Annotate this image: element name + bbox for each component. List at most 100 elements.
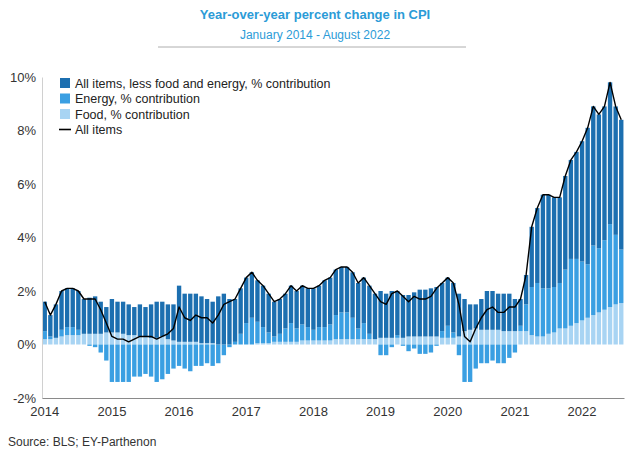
bar: [412, 345, 416, 349]
x-tick-label: 2016: [165, 404, 194, 419]
bar: [507, 331, 511, 344]
bar: [401, 295, 405, 338]
bar: [278, 334, 282, 342]
bar: [552, 287, 556, 332]
bar: [619, 303, 623, 344]
bar: [412, 292, 416, 336]
bar: [395, 335, 399, 338]
bar: [507, 345, 511, 358]
bar: [266, 332, 270, 343]
bar: [311, 340, 315, 344]
bar: [76, 335, 80, 344]
bar: [446, 278, 450, 326]
bar: [485, 330, 489, 345]
legend: All items, less food and energy, % contr…: [59, 77, 331, 138]
bar: [93, 334, 97, 345]
bar: [238, 288, 242, 333]
bar: [535, 283, 539, 337]
legend-item: Energy, % contribution: [60, 92, 200, 106]
bar: [580, 262, 584, 321]
bar: [334, 339, 338, 344]
bar: [166, 345, 170, 374]
bar: [188, 345, 192, 372]
y-axis-line: [42, 78, 43, 399]
bar: [244, 323, 248, 344]
bar: [350, 339, 354, 344]
bar: [558, 328, 562, 344]
bar: [222, 294, 226, 345]
bar: [233, 299, 237, 342]
bar: [440, 283, 444, 331]
bar: [373, 344, 377, 345]
bar: [613, 235, 617, 305]
bar: [149, 338, 153, 345]
bar: [238, 334, 242, 345]
bar: [272, 336, 276, 341]
bar: [283, 342, 287, 345]
bar: [283, 328, 287, 341]
bar: [546, 288, 550, 333]
bar: [99, 345, 103, 353]
bar: [227, 299, 231, 344]
bar: [76, 291, 80, 330]
bar: [233, 342, 237, 345]
bar: [71, 288, 75, 327]
bar: [48, 336, 52, 339]
x-tick-label: 2017: [232, 404, 261, 419]
bar: [266, 294, 270, 333]
x-tick-label: 2019: [366, 404, 395, 419]
x-tick-label: 2022: [568, 404, 597, 419]
x-tick: 2022: [568, 404, 597, 419]
bar: [367, 334, 371, 339]
bar: [378, 345, 382, 356]
divider: [158, 47, 466, 48]
bar: [210, 343, 214, 344]
bar: [188, 294, 192, 342]
bar: [205, 345, 209, 364]
bar: [546, 195, 550, 289]
bar: [71, 327, 75, 335]
bar: [412, 336, 416, 344]
bar: [569, 160, 573, 259]
bar: [390, 345, 394, 348]
bar: [182, 342, 186, 345]
x-tick-label: 2020: [433, 404, 462, 419]
bar: [334, 270, 338, 315]
bar: [541, 195, 545, 289]
bar: [367, 339, 371, 344]
bar: [43, 331, 47, 339]
bar: [350, 318, 354, 339]
bar: [272, 342, 276, 345]
bar: [429, 336, 433, 344]
bar: [328, 324, 332, 340]
bar: [558, 197, 562, 283]
bar: [423, 345, 427, 354]
bar: [502, 345, 506, 364]
bar: [446, 338, 450, 345]
y-tick-label: 2%: [17, 284, 36, 299]
bar: [356, 283, 360, 328]
bar: [339, 339, 343, 344]
bar: [289, 342, 293, 345]
y-tick: 0%: [17, 337, 36, 352]
bar: [524, 331, 528, 344]
bar: [574, 152, 578, 259]
legend-item: Food, % contribution: [60, 108, 190, 122]
y-tick-label: 6%: [17, 177, 36, 192]
bar: [334, 315, 338, 339]
bar: [490, 291, 494, 330]
bar: [127, 345, 131, 382]
legend-swatch: [60, 94, 70, 104]
bar: [328, 278, 332, 325]
bar: [199, 343, 203, 344]
y-tick: 6%: [17, 177, 36, 192]
bar: [322, 327, 326, 340]
bar: [429, 345, 433, 353]
bar: [205, 299, 209, 343]
bar: [43, 339, 47, 344]
x-tick: 2017: [232, 404, 261, 419]
bar: [76, 330, 80, 335]
bar: [87, 345, 91, 346]
bar: [619, 120, 623, 250]
bar: [518, 299, 522, 326]
